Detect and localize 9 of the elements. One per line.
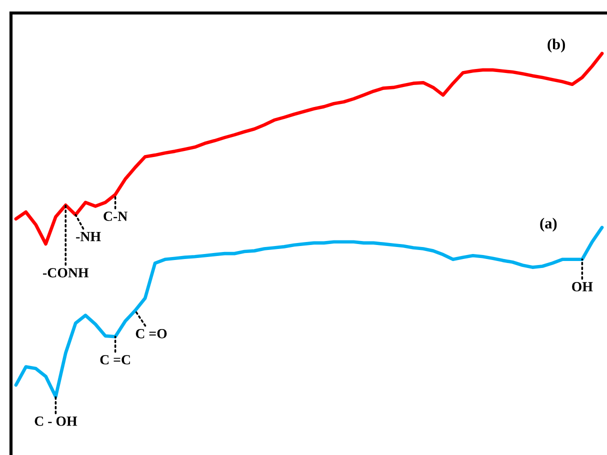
series-label: (b) xyxy=(548,38,565,53)
annotation: C-N xyxy=(104,212,128,221)
series-label: (a) xyxy=(540,218,557,232)
annotation: OH xyxy=(572,282,593,292)
annotation: C =O xyxy=(136,329,167,338)
annotation: -NH xyxy=(76,232,101,242)
text: C - OH xyxy=(34,416,78,426)
annotation: -CONH xyxy=(42,268,89,278)
annotation: C =C xyxy=(100,355,130,364)
